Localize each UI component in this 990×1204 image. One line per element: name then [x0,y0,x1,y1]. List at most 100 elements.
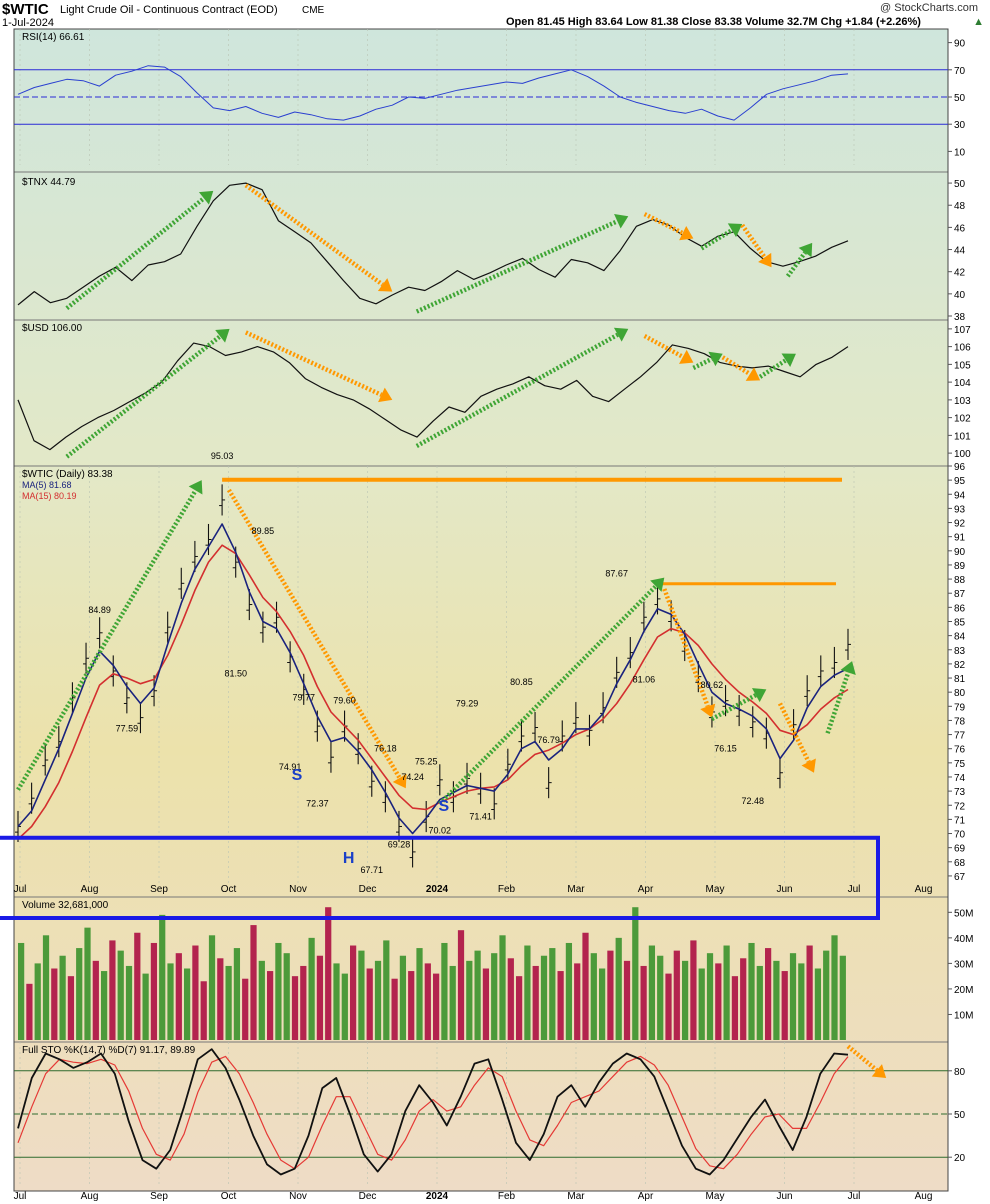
volume-bar [781,971,788,1040]
price-annotation: 80.62 [701,680,724,690]
volume-tick-label: 20M [954,985,973,996]
volume-bar [814,968,822,1040]
price-annotation: 76.79 [537,735,560,745]
up-triangle-icon: ▲ [973,16,984,28]
price-annotation: 79.60 [333,695,356,705]
price-annotation: 81.50 [224,669,247,679]
ma5-label: MA(5) 81.68 [22,480,72,490]
volume-bar [59,955,66,1040]
watermark: @ StockCharts.com [880,2,978,14]
rsi-tick-label: 10 [954,147,966,158]
usd-trend-arrow [692,356,713,370]
volume-bar [690,940,697,1040]
stochastic-month-label: 2024 [426,1191,449,1202]
price-annotation: 79.77 [292,693,315,703]
price-month-label: Dec [359,884,377,895]
price-annotation: 72.48 [741,796,764,806]
usd-trend-arrow-head [745,367,761,381]
volume-tick-label: 50M [954,908,973,919]
price-tick-label: 67 [954,872,966,883]
volume-bar [208,935,216,1040]
price-month-label: Oct [221,884,237,895]
tnx-tick-label: 40 [954,290,966,301]
price-annotation: 75.25 [415,756,438,766]
stochastic-trend-arrow-head [871,1064,887,1078]
price-trend-arrow [16,489,198,791]
price-tick-label: 71 [954,815,966,826]
tnx-trend-arrow [785,251,807,278]
tnx-tick-label: 48 [954,201,966,212]
volume-bar [590,953,597,1040]
stochastic-month-label: Nov [289,1191,307,1202]
volume-bar [524,945,531,1040]
price-tick-label: 93 [954,504,966,515]
stochastic-month-label: Apr [638,1191,654,1202]
volume-bar [756,965,763,1040]
volume-bar [731,976,739,1040]
stochastic-tick-label: 80 [954,1067,966,1078]
stochastic-month-label: Sep [150,1191,168,1202]
volume-bar [582,932,589,1040]
volume-bar [76,948,83,1040]
price-tick-label: 88 [954,575,966,586]
volume-bar [615,937,622,1040]
price-annotation: 89.85 [252,526,275,536]
volume-bar [698,968,705,1040]
stochastic-k-line [17,1048,849,1176]
volume-bar [532,965,539,1040]
volume-bar [640,965,647,1040]
volume-bar [516,976,523,1040]
ma15-line [17,544,849,840]
volume-bar [374,960,382,1040]
volume-bar [648,945,656,1040]
volume-bar [574,963,581,1040]
tnx-trend-arrow-head [614,213,629,229]
volume-bar [217,958,224,1040]
quote-summary: Open 81.45 High 83.64 Low 81.38 Close 83… [506,16,921,28]
volume-bar [175,953,182,1040]
tnx-trend-arrow-head [758,252,772,268]
volume-bar [740,958,747,1040]
price-tick-label: 92 [954,519,966,530]
usd-tick-label: 104 [954,378,971,389]
price-tick-label: 96 [954,462,966,473]
volume-bar [225,965,232,1040]
ma5-line [17,523,849,835]
stochastic-month-label: Dec [359,1191,377,1202]
price-annotation: 74.91 [279,762,302,772]
volume-bar [250,925,257,1040]
volume-bar [491,953,498,1040]
price-annotation: 76.18 [374,744,397,754]
volume-bar [233,948,241,1040]
price-tick-label: 87 [954,589,966,600]
volume-bar [789,953,797,1040]
price-tick-label: 89 [954,561,966,572]
volume-bar [806,945,813,1040]
volume-bar [706,953,714,1040]
tnx-trend-arrow [244,183,384,287]
price-annotation: 74.24 [401,772,424,782]
price-tick-label: 68 [954,858,966,869]
usd-trend-arrow-head [679,349,694,364]
tnx-trend-arrow [643,212,684,236]
price-tick-label: 74 [954,773,966,784]
usd-trend-arrow-head [708,351,723,367]
stochastic-month-label: Oct [221,1191,237,1202]
usd-tick-label: 101 [954,431,971,442]
price-annotation: 84.89 [88,605,111,615]
neckline-box [0,835,880,921]
price-month-label: May [706,884,725,895]
price-trend-arrow-head [188,480,203,495]
volume-bar [258,960,265,1040]
volume-bar [42,935,50,1040]
volume-bar [167,963,174,1040]
volume-bar [723,945,730,1040]
usd-trend-arrow [244,330,383,397]
volume-bar [275,942,282,1040]
volume-bar [540,955,548,1040]
tnx-tick-label: 46 [954,223,966,234]
volume-bar [482,968,490,1040]
volume-bar [350,945,357,1040]
price-annotation: 67.71 [361,865,384,875]
volume-bar [333,963,340,1040]
